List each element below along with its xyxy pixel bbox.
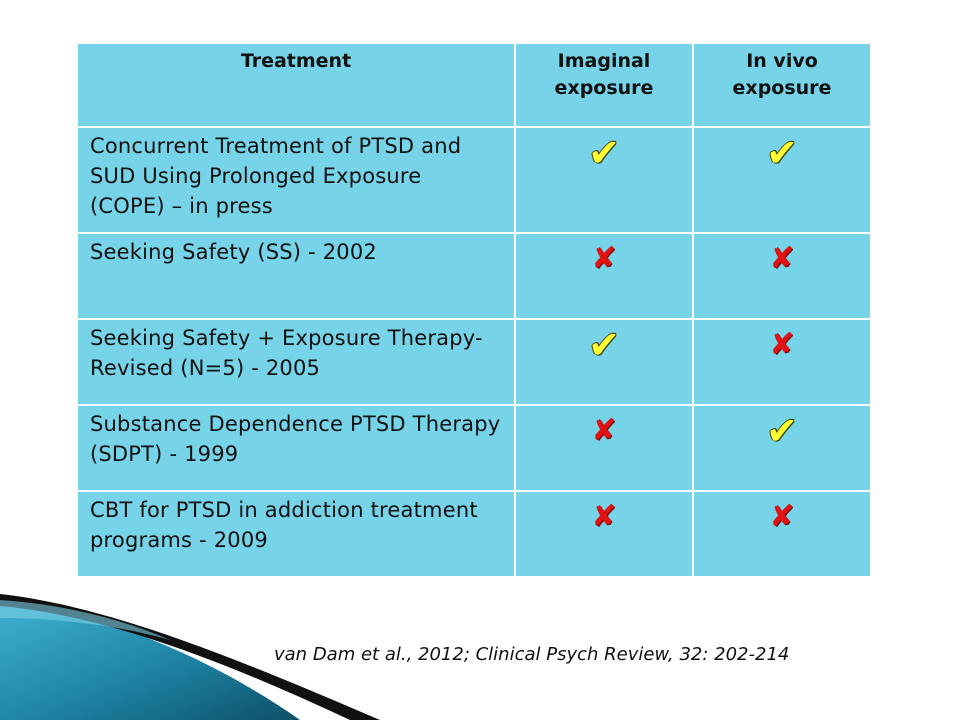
cross-icon: ✘ xyxy=(591,413,617,448)
table-row: Seeking Safety (SS) - 2002 ✘ ✘ xyxy=(76,232,872,320)
treatment-name: Seeking Safety + Exposure Therapy-Revise… xyxy=(76,318,516,406)
citation-text: van Dam et al., 2012; Clinical Psych Rev… xyxy=(274,644,790,665)
in-vivo-cell: ✘ xyxy=(692,318,872,406)
table-header-row: Treatment Imaginal exposure In vivo expo… xyxy=(76,42,872,128)
check-icon: ✔ xyxy=(588,131,620,175)
in-vivo-cell: ✘ xyxy=(692,232,872,320)
cross-icon: ✘ xyxy=(591,241,617,276)
treatment-name: Concurrent Treatment of PTSD and SUD Usi… xyxy=(76,126,516,234)
check-icon: ✔ xyxy=(766,131,798,175)
table-row: Seeking Safety + Exposure Therapy-Revise… xyxy=(76,318,872,406)
in-vivo-cell: ✘ xyxy=(692,490,872,578)
table-row: CBT for PTSD in addiction treatment prog… xyxy=(76,490,872,578)
treatment-name: CBT for PTSD in addiction treatment prog… xyxy=(76,490,516,578)
imaginal-cell: ✘ xyxy=(514,404,694,492)
cross-icon: ✘ xyxy=(769,327,795,362)
header-in-vivo-exposure: In vivo exposure xyxy=(692,42,872,128)
decorative-corner-swoosh xyxy=(0,594,380,720)
in-vivo-cell: ✔ xyxy=(692,404,872,492)
treatment-name: Substance Dependence PTSD Therapy (SDPT)… xyxy=(76,404,516,492)
imaginal-cell: ✘ xyxy=(514,490,694,578)
cross-icon: ✘ xyxy=(769,241,795,276)
treatment-table: Treatment Imaginal exposure In vivo expo… xyxy=(76,42,872,578)
table-row: Concurrent Treatment of PTSD and SUD Usi… xyxy=(76,126,872,234)
check-icon: ✔ xyxy=(766,409,798,453)
treatment-name: Seeking Safety (SS) - 2002 xyxy=(76,232,516,320)
imaginal-cell: ✘ xyxy=(514,232,694,320)
table-row: Substance Dependence PTSD Therapy (SDPT)… xyxy=(76,404,872,492)
cross-icon: ✘ xyxy=(769,499,795,534)
imaginal-cell: ✔ xyxy=(514,318,694,406)
header-imaginal-exposure: Imaginal exposure xyxy=(514,42,694,128)
check-icon: ✔ xyxy=(588,323,620,367)
header-treatment: Treatment xyxy=(76,42,516,128)
cross-icon: ✘ xyxy=(591,499,617,534)
in-vivo-cell: ✔ xyxy=(692,126,872,234)
imaginal-cell: ✔ xyxy=(514,126,694,234)
